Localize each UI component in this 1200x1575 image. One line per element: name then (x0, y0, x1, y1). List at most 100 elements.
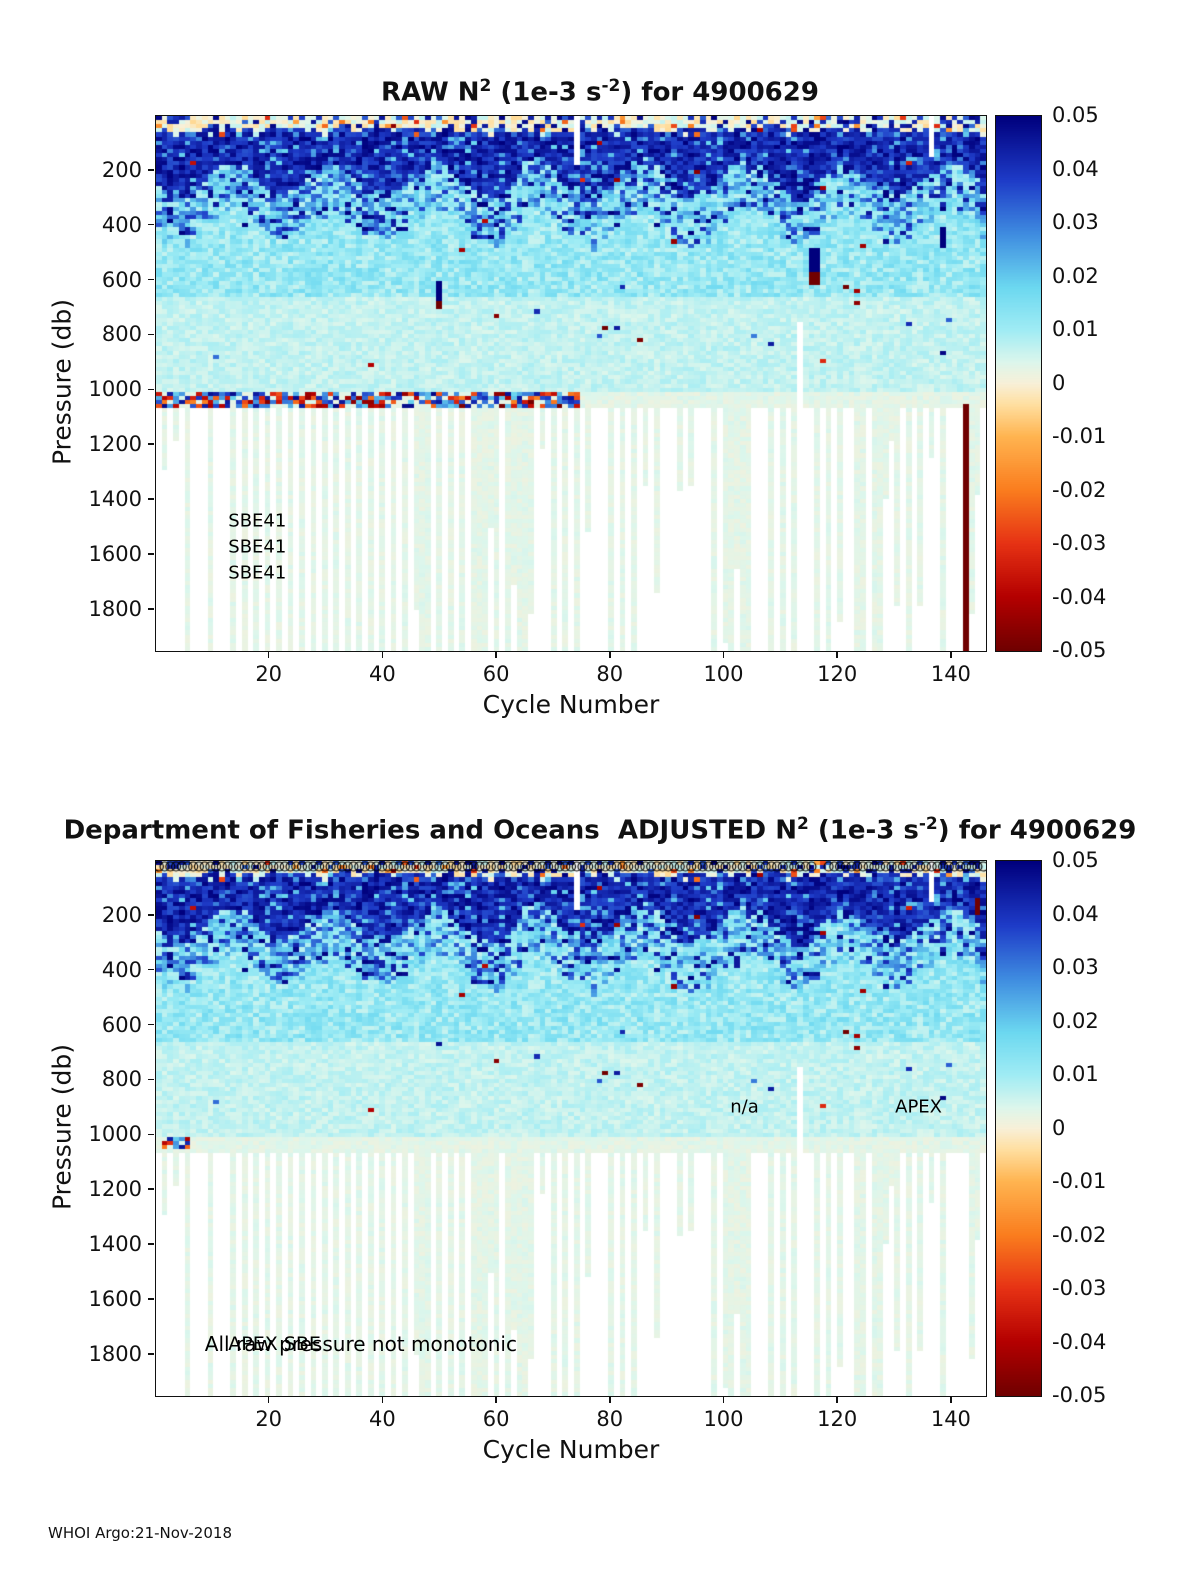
chart-title-raw: RAW N2 (1e-3 s-2) for 4900629 (0, 76, 1200, 108)
plot-annotation: SBE41 (228, 510, 287, 532)
colorbar-tick-label: 0 (1052, 1115, 1066, 1140)
x-tick-mark (609, 652, 611, 658)
plot-annotation: SBE41 (228, 562, 287, 584)
adjusted-heatmap-plot (155, 860, 987, 1397)
y-tick-label: 1200 (88, 1177, 142, 1202)
x-axis-label-adjusted: Cycle Number (482, 1435, 660, 1464)
y-tick-mark (148, 443, 154, 445)
x-tick-mark (381, 652, 384, 658)
colorbar-tick-label: -0.02 (1052, 477, 1107, 502)
y-tick-mark (148, 1023, 154, 1026)
y-tick-mark (148, 1133, 154, 1136)
title-text: Department of Fisheries and Oceans ADJUS… (63, 815, 797, 846)
colorbar-tick-label: -0.03 (1052, 531, 1107, 555)
x-tick-mark (267, 652, 270, 658)
x-axis-label-raw: Cycle Number (482, 690, 660, 719)
x-tick-label: 100 (703, 1407, 744, 1431)
colorbar-tick-label: -0.04 (1052, 1329, 1107, 1354)
y-tick-label: 1000 (88, 377, 142, 402)
y-tick-mark (148, 1353, 154, 1355)
y-tick-mark (148, 1078, 154, 1081)
y-tick-label: 1000 (88, 1122, 142, 1147)
adjusted-colorbar (995, 860, 1042, 1397)
colorbar-tick-label: 0 (1052, 370, 1066, 395)
colorbar-tick-label: 0.02 (1052, 1008, 1099, 1033)
colorbar-tick-label: 0.03 (1052, 955, 1099, 979)
title-superscript: -2 (601, 76, 621, 96)
y-tick-mark (148, 498, 154, 500)
x-tick-label: 80 (596, 662, 624, 686)
x-tick-label: 100 (703, 662, 744, 686)
y-tick-mark (148, 553, 154, 555)
x-tick-label: 120 (817, 662, 858, 686)
x-tick-label: 80 (596, 1407, 624, 1431)
y-tick-label: 1200 (88, 432, 142, 457)
y-tick-mark (148, 1243, 154, 1245)
y-tick-mark (148, 333, 154, 336)
x-tick-mark (836, 652, 838, 658)
title-text: (1e-3 s (808, 815, 919, 846)
title-superscript: 2 (479, 76, 492, 96)
title-superscript: 2 (796, 814, 809, 834)
y-tick-mark (148, 914, 154, 916)
y-tick-mark (148, 968, 154, 971)
x-tick-label: 20 (255, 1407, 283, 1431)
y-tick-label: 1800 (88, 596, 142, 621)
x-tick-mark (495, 1397, 497, 1403)
y-tick-label: 1600 (88, 541, 142, 566)
x-tick-label: 120 (817, 1407, 858, 1431)
x-tick-mark (836, 1397, 838, 1403)
y-tick-label: 600 (101, 1012, 142, 1037)
y-tick-label: 1400 (88, 1232, 142, 1257)
colorbar-tick-label: 0.05 (1052, 103, 1099, 127)
x-tick-mark (722, 1397, 725, 1403)
title-superscript: -2 (918, 814, 938, 834)
plot-annotation: n/a (730, 1096, 759, 1118)
colorbar-tick-label: -0.05 (1052, 638, 1107, 662)
colorbar-tick-label: -0.03 (1052, 1276, 1107, 1300)
x-tick-label: 140 (930, 1407, 971, 1431)
plot-annotation: APEX SBE (228, 1333, 321, 1356)
y-tick-mark (148, 608, 154, 610)
plot-annotation: SBE41 (228, 536, 287, 558)
y-tick-label: 600 (101, 267, 142, 292)
colorbar-tick-label: 0.02 (1052, 263, 1099, 288)
y-tick-mark (148, 388, 154, 391)
x-tick-label: 140 (930, 662, 971, 686)
x-tick-mark (609, 1397, 611, 1403)
x-tick-mark (381, 1397, 384, 1403)
chart-title-adjusted: Department of Fisheries and Oceans ADJUS… (0, 814, 1200, 846)
colorbar-tick-label: -0.04 (1052, 584, 1107, 609)
x-tick-label: 60 (482, 662, 510, 686)
y-tick-mark (148, 1298, 154, 1300)
y-tick-label: 1400 (88, 487, 142, 512)
y-tick-label: 800 (101, 1067, 142, 1092)
y-tick-mark (148, 223, 154, 226)
y-tick-label: 1800 (88, 1341, 142, 1366)
x-tick-label: 20 (255, 662, 283, 686)
colorbar-tick-label: 0.04 (1052, 156, 1099, 181)
colorbar-tick-label: -0.01 (1052, 1169, 1107, 1193)
x-tick-label: 40 (369, 662, 396, 686)
title-text: ) for 4900629 (937, 815, 1137, 846)
title-text: RAW N (381, 77, 480, 108)
footer-timestamp: WHOI Argo:21-Nov-2018 (48, 1524, 232, 1542)
y-tick-mark (148, 1188, 154, 1190)
y-tick-label: 400 (101, 212, 142, 237)
title-text: ) for 4900629 (620, 77, 819, 108)
y-tick-mark (148, 169, 154, 171)
y-tick-mark (148, 278, 154, 281)
x-tick-mark (950, 652, 952, 658)
y-tick-label: 200 (101, 902, 142, 927)
y-tick-label: 200 (101, 157, 142, 182)
colorbar-tick-label: 0.05 (1052, 848, 1099, 872)
colorbar-tick-label: -0.02 (1052, 1222, 1107, 1247)
colorbar-tick-label: -0.05 (1052, 1383, 1107, 1407)
y-tick-label: 400 (101, 957, 142, 982)
raw-colorbar (995, 115, 1042, 652)
x-tick-mark (722, 652, 725, 658)
y-tick-label: 800 (101, 322, 142, 347)
x-tick-mark (267, 1397, 270, 1403)
plot-annotation: APEX (895, 1096, 942, 1118)
colorbar-tick-label: 0.04 (1052, 901, 1099, 926)
